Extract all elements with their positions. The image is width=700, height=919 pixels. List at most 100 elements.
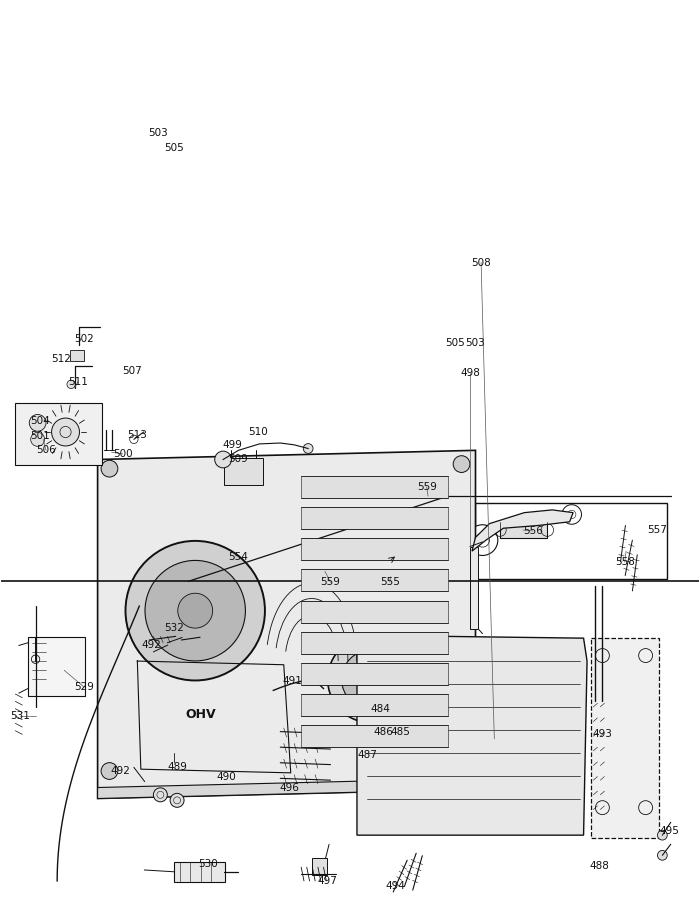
Text: 513: 513	[127, 430, 147, 440]
Bar	[356, 740, 375, 749]
Bar	[356, 753, 375, 762]
Circle shape	[258, 675, 267, 685]
Bar	[301, 631, 447, 653]
Circle shape	[342, 650, 400, 709]
Text: 501: 501	[30, 431, 50, 441]
Text: 503: 503	[466, 338, 485, 348]
Bar	[28, 637, 85, 696]
Text: 505: 505	[164, 143, 184, 153]
Text: 489: 489	[167, 763, 187, 772]
Bar	[70, 349, 84, 360]
Circle shape	[327, 730, 337, 739]
Circle shape	[101, 763, 118, 779]
Bar	[312, 858, 327, 875]
Text: 559: 559	[416, 482, 437, 492]
Bar	[470, 547, 478, 629]
Bar	[15, 403, 102, 465]
Text: 490: 490	[217, 772, 237, 781]
Bar	[301, 539, 447, 561]
Text: 497: 497	[318, 876, 337, 886]
Bar	[444, 504, 667, 579]
Circle shape	[657, 830, 667, 840]
Circle shape	[178, 594, 213, 628]
Text: 505: 505	[444, 338, 465, 348]
Bar	[301, 476, 447, 498]
Text: 506: 506	[36, 446, 56, 455]
Text: 531: 531	[10, 711, 30, 721]
Circle shape	[372, 721, 384, 732]
Circle shape	[460, 708, 474, 721]
Circle shape	[327, 745, 337, 754]
Circle shape	[67, 380, 76, 389]
Text: 498: 498	[460, 369, 480, 379]
Text: 496: 496	[279, 782, 300, 792]
Circle shape	[453, 763, 470, 779]
Circle shape	[484, 751, 504, 771]
Polygon shape	[97, 778, 475, 799]
Text: 557: 557	[647, 525, 666, 535]
Circle shape	[101, 460, 118, 477]
Circle shape	[375, 646, 388, 658]
Bar	[174, 862, 225, 882]
Circle shape	[453, 456, 470, 472]
Text: 493: 493	[592, 730, 612, 740]
Text: 555: 555	[380, 577, 400, 587]
Circle shape	[303, 444, 313, 453]
Text: 484: 484	[370, 704, 390, 714]
Text: 487: 487	[358, 750, 377, 759]
Bar	[461, 734, 528, 788]
Circle shape	[352, 741, 359, 748]
Text: 510: 510	[248, 427, 268, 437]
Text: 485: 485	[391, 727, 410, 737]
Text: 504: 504	[30, 416, 50, 426]
Text: 486: 486	[374, 727, 393, 737]
Text: 502: 502	[74, 334, 94, 344]
Circle shape	[375, 811, 388, 823]
Text: 558: 558	[615, 557, 635, 567]
Text: 530: 530	[198, 859, 218, 869]
Text: 492: 492	[110, 766, 130, 776]
Circle shape	[327, 777, 337, 786]
Text: 529: 529	[74, 682, 94, 692]
Circle shape	[170, 793, 184, 807]
Circle shape	[447, 700, 461, 714]
Text: 495: 495	[659, 826, 679, 836]
Text: 507: 507	[122, 366, 142, 376]
Circle shape	[163, 639, 172, 647]
Circle shape	[562, 505, 582, 524]
Text: 532: 532	[164, 623, 184, 633]
Polygon shape	[472, 510, 573, 551]
Bar	[301, 570, 447, 592]
Circle shape	[352, 754, 359, 761]
Circle shape	[372, 754, 379, 761]
Circle shape	[171, 631, 181, 641]
Text: 499: 499	[223, 440, 243, 449]
Circle shape	[52, 418, 80, 446]
Circle shape	[125, 541, 265, 680]
Circle shape	[169, 764, 180, 775]
Circle shape	[258, 755, 267, 765]
Circle shape	[148, 755, 158, 765]
Text: 508: 508	[471, 257, 491, 267]
Circle shape	[553, 691, 566, 704]
Text: 554: 554	[228, 551, 248, 562]
Text: 559: 559	[321, 577, 340, 587]
Text: 500: 500	[113, 449, 132, 459]
Bar	[160, 681, 241, 747]
Text: OHV: OHV	[186, 708, 216, 720]
Circle shape	[385, 721, 396, 732]
Circle shape	[145, 561, 246, 661]
Bar	[225, 458, 262, 485]
Bar	[301, 507, 447, 529]
Text: 511: 511	[68, 377, 88, 387]
Circle shape	[657, 850, 667, 860]
Circle shape	[130, 763, 138, 772]
Circle shape	[327, 761, 337, 770]
Circle shape	[553, 646, 566, 658]
Bar	[301, 601, 447, 622]
Circle shape	[153, 788, 167, 801]
Circle shape	[148, 675, 158, 685]
Bar	[301, 725, 447, 747]
Polygon shape	[144, 666, 276, 766]
Bar	[500, 522, 547, 539]
